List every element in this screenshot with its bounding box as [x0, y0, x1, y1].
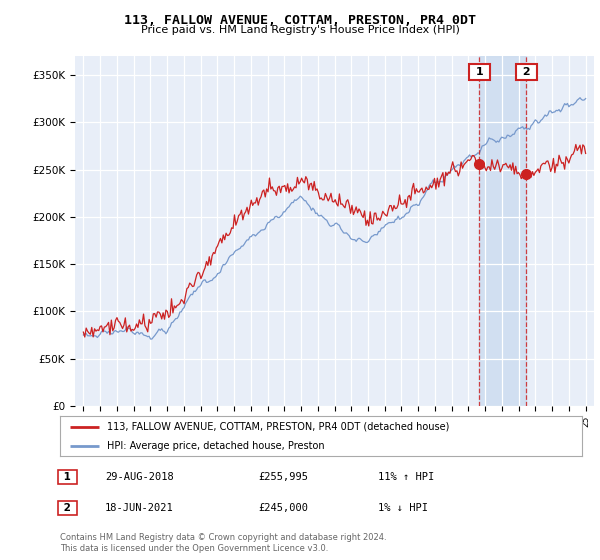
- Text: 1: 1: [60, 473, 74, 482]
- Text: Contains HM Land Registry data © Crown copyright and database right 2024.
This d: Contains HM Land Registry data © Crown c…: [60, 533, 386, 553]
- Text: 1% ↓ HPI: 1% ↓ HPI: [378, 503, 428, 513]
- Bar: [479, 56, 526, 406]
- Text: 11% ↑ HPI: 11% ↑ HPI: [378, 473, 434, 482]
- Text: 2: 2: [60, 503, 74, 513]
- Text: 113, FALLOW AVENUE, COTTAM, PRESTON, PR4 0DT (detached house): 113, FALLOW AVENUE, COTTAM, PRESTON, PR4…: [107, 422, 449, 432]
- Text: 29-AUG-2018: 29-AUG-2018: [105, 473, 174, 482]
- Text: Price paid vs. HM Land Registry's House Price Index (HPI): Price paid vs. HM Land Registry's House …: [140, 25, 460, 35]
- Text: HPI: Average price, detached house, Preston: HPI: Average price, detached house, Pres…: [107, 441, 325, 450]
- Text: 113, FALLOW AVENUE, COTTAM, PRESTON, PR4 0DT: 113, FALLOW AVENUE, COTTAM, PRESTON, PR4…: [124, 14, 476, 27]
- Text: 1: 1: [472, 67, 487, 77]
- Text: £245,000: £245,000: [258, 503, 308, 513]
- Text: £255,995: £255,995: [258, 473, 308, 482]
- Text: 2: 2: [518, 67, 534, 77]
- Text: 18-JUN-2021: 18-JUN-2021: [105, 503, 174, 513]
